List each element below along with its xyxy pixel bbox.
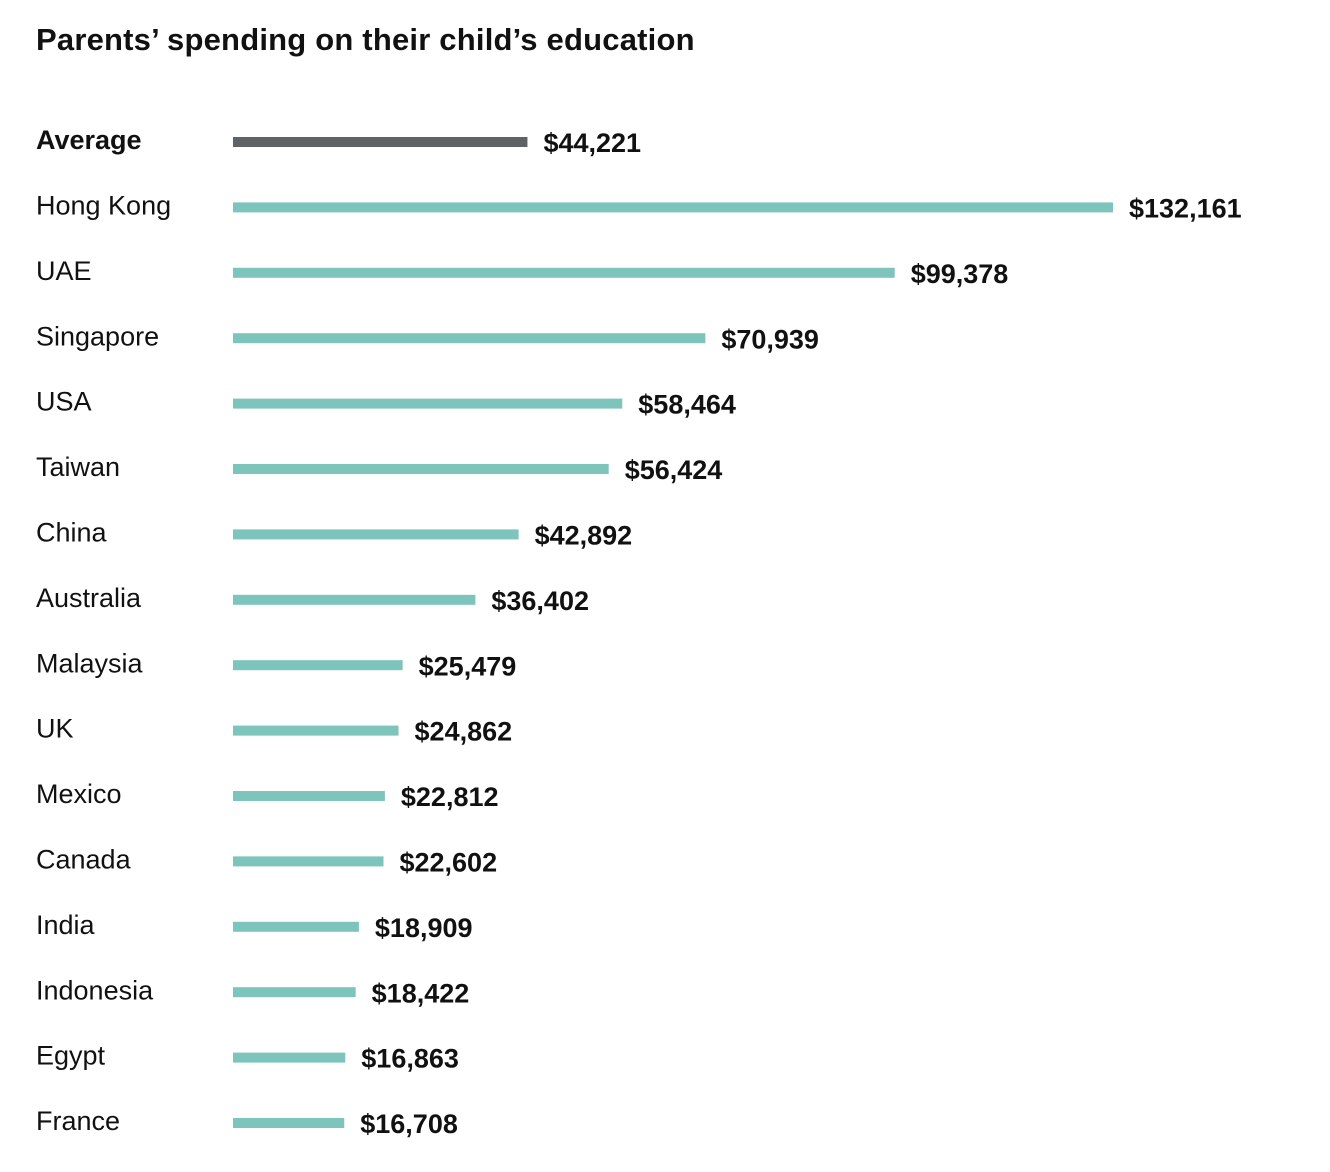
value-label: $16,863	[361, 1044, 459, 1074]
category-label: UK	[36, 714, 74, 744]
bar	[233, 594, 476, 605]
category-label: Canada	[36, 845, 132, 875]
average-bar	[233, 137, 528, 147]
category-label: Australia	[36, 583, 142, 613]
category-label: Egypt	[36, 1041, 106, 1071]
category-label: France	[36, 1106, 120, 1136]
value-label: $22,812	[401, 782, 499, 812]
bar	[233, 987, 356, 998]
category-label: Taiwan	[36, 452, 120, 482]
value-label: $18,422	[372, 978, 470, 1008]
category-label: Average	[36, 125, 142, 155]
category-label: Malaysia	[36, 648, 144, 678]
bar	[233, 921, 359, 932]
bar	[233, 725, 399, 736]
bar	[233, 398, 623, 409]
value-label: $99,378	[911, 259, 1009, 289]
value-label: $132,161	[1129, 194, 1242, 224]
bar	[233, 202, 1113, 213]
category-label: Singapore	[36, 321, 159, 351]
category-label: India	[36, 910, 96, 940]
category-label: USA	[36, 387, 92, 417]
bar	[233, 660, 403, 671]
value-label: $36,402	[491, 586, 589, 616]
chart-title: Parents’ spending on their child’s educa…	[36, 22, 695, 57]
value-label: $24,862	[415, 717, 513, 747]
bar	[233, 1052, 346, 1063]
value-label: $16,708	[360, 1109, 458, 1139]
value-label: $56,424	[625, 455, 723, 485]
category-label: UAE	[36, 256, 92, 286]
value-label: $18,909	[375, 913, 473, 943]
value-label: $44,221	[543, 128, 641, 158]
bar	[233, 856, 384, 867]
value-label: $25,479	[419, 651, 517, 681]
bar	[233, 791, 385, 801]
bar	[233, 267, 895, 278]
category-label: Hong Kong	[36, 191, 171, 221]
bar	[233, 464, 609, 474]
category-label: China	[36, 518, 108, 548]
bar	[233, 529, 519, 540]
category-label: Indonesia	[36, 975, 154, 1005]
category-label: Mexico	[36, 779, 122, 809]
value-label: $58,464	[638, 390, 736, 420]
value-label: $42,892	[535, 521, 633, 551]
bar	[233, 1118, 345, 1128]
value-label: $22,602	[399, 848, 497, 878]
bar	[233, 333, 706, 344]
value-label: $70,939	[721, 324, 819, 354]
